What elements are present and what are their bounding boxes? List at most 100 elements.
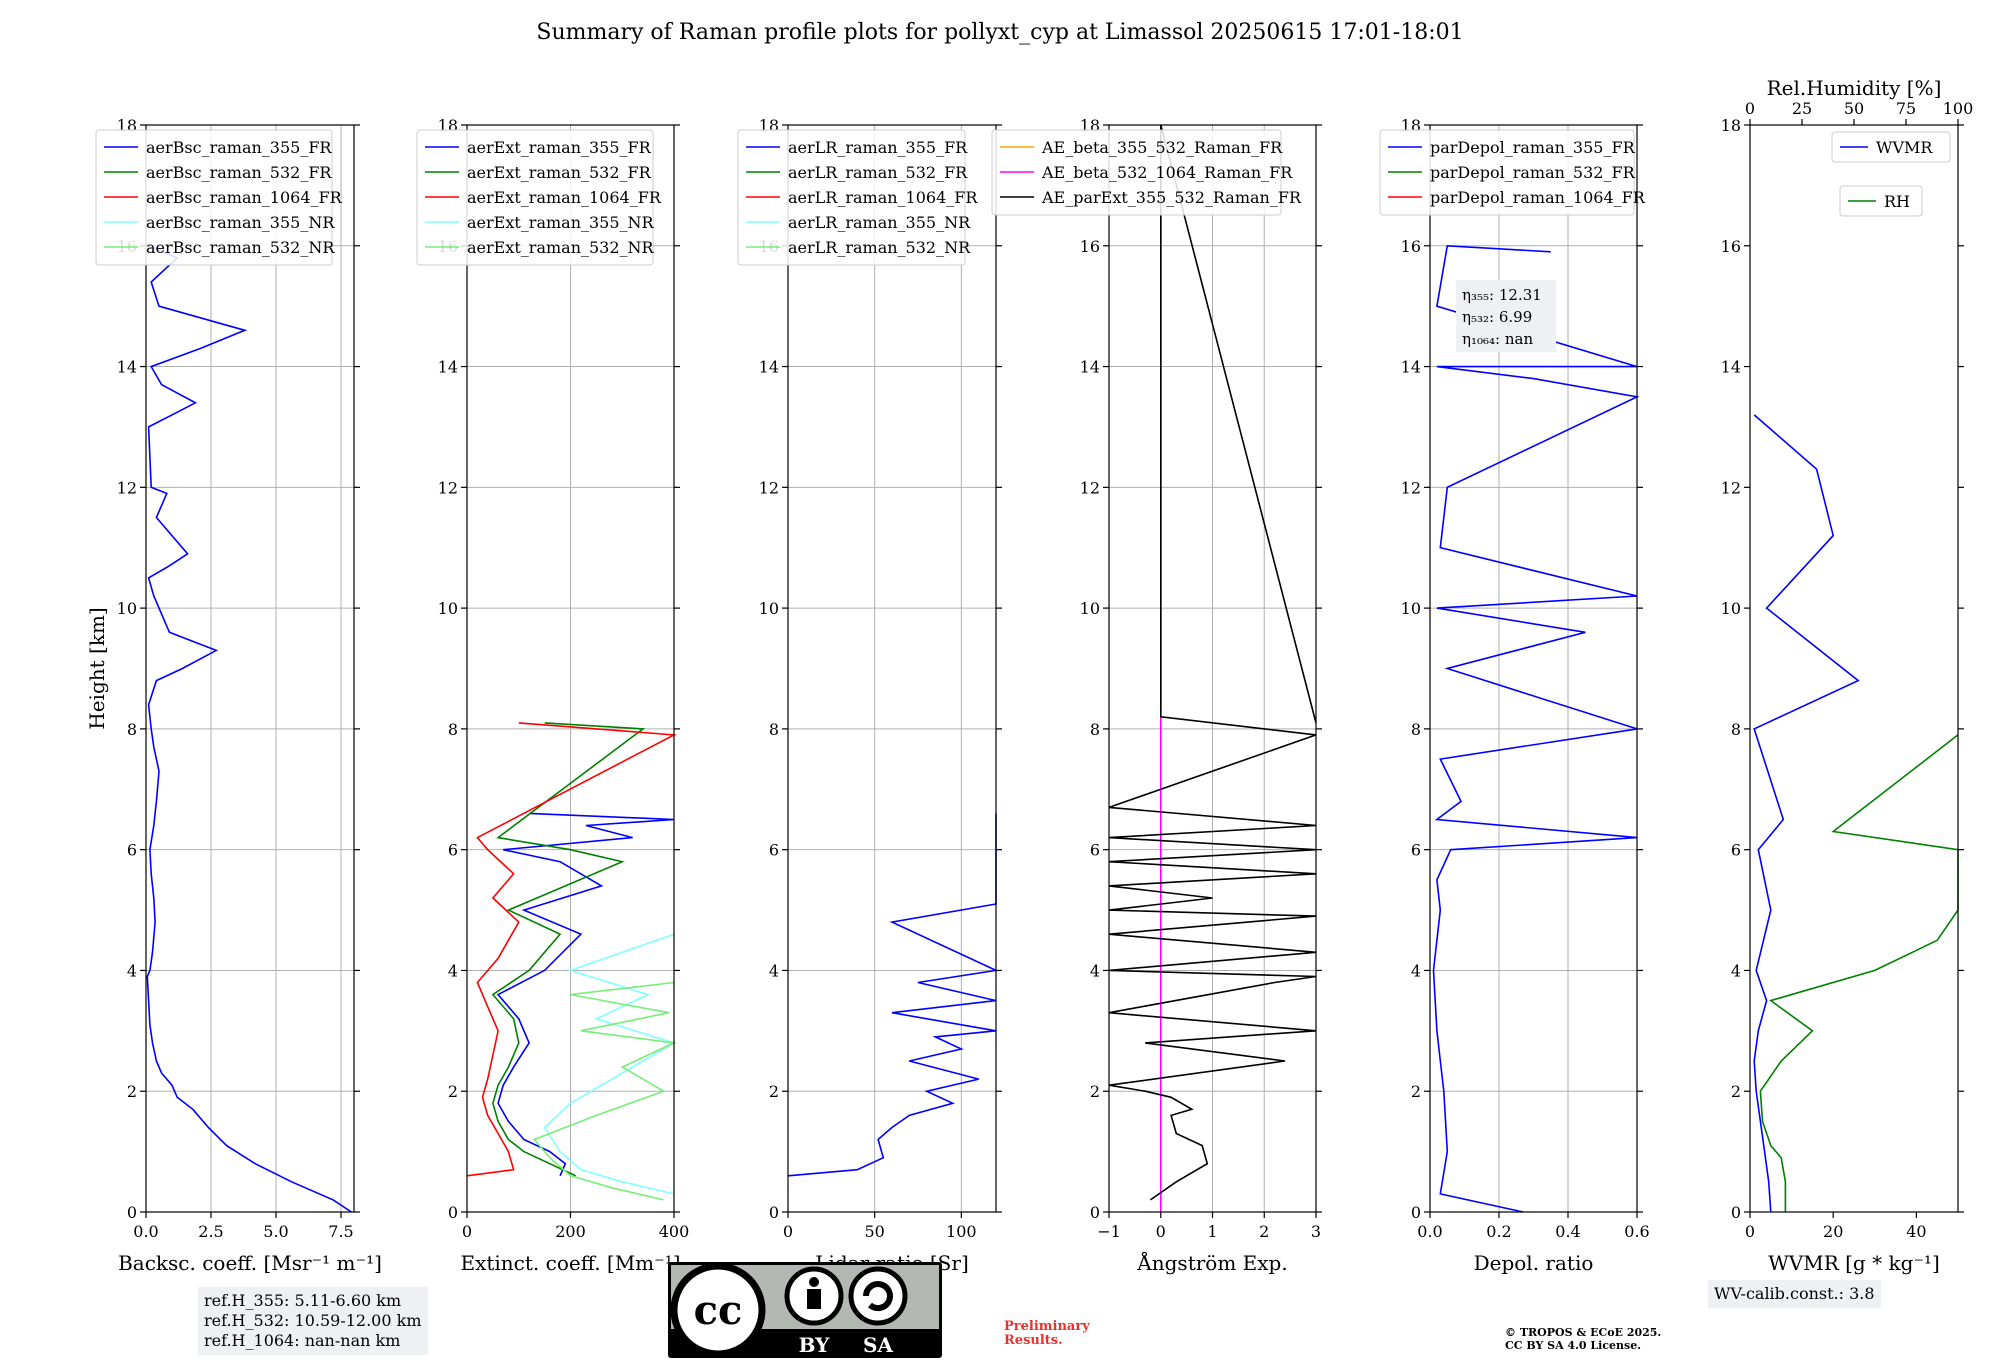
x2-axis-label: Rel.Humidity [%] [1767, 76, 1942, 100]
legend-label: parDepol_raman_1064_FR [1430, 188, 1646, 207]
x-tick-label: −1 [1097, 1222, 1121, 1241]
y-tick-label: 0 [127, 1203, 137, 1222]
legend-label: RH [1884, 192, 1910, 211]
legend-label: parDepol_raman_355_FR [1430, 138, 1636, 157]
y-tick-label: 14 [1080, 358, 1100, 377]
y-tick-label: 4 [1411, 961, 1421, 980]
y-tick-label: 2 [448, 1082, 458, 1101]
cc-sa-label: SA [863, 1333, 893, 1357]
x-tick-label: 3 [1311, 1222, 1321, 1241]
legend-box [737, 129, 966, 266]
y-tick-label: 8 [1411, 720, 1421, 739]
x-tick-label: 0 [1745, 1222, 1755, 1241]
y-tick-label: 6 [1731, 841, 1741, 860]
y-tick-label: 16 [1721, 237, 1741, 256]
legend-box [416, 129, 654, 266]
wv-calibration-box: WV-calib.const.: 3.8 [1708, 1280, 1881, 1308]
reference-heights-box: ref.H_355: 5.11-6.60 km ref.H_532: 10.59… [198, 1287, 428, 1355]
legend-label: WVMR [1876, 138, 1933, 157]
x2-tick-label: 50 [1844, 99, 1864, 118]
y-tick-label: 8 [127, 720, 137, 739]
legend-box [991, 129, 1282, 216]
series-line-aerExt_raman_355_NR [543, 933, 676, 1195]
legend-label: parDepol_raman_532_FR [1430, 163, 1636, 182]
y-tick-label: 8 [1090, 720, 1100, 739]
x-tick-label: 0.4 [1555, 1222, 1580, 1241]
copyright-line-1: © TROPOS & ECoE 2025. [1505, 1326, 1662, 1339]
x-axis-label: WVMR [g * kg⁻¹] [1768, 1251, 1940, 1275]
series-line-RH [1759, 734, 1959, 1212]
series-line-aerExt_raman_355_FR [496, 812, 675, 1177]
y-tick-label: 12 [1721, 478, 1741, 497]
y-tick-label: 10 [1080, 599, 1100, 618]
x-axis-label: Backsc. coeff. [Msr⁻¹ m⁻¹] [118, 1251, 382, 1275]
x-tick-label: 2 [1259, 1222, 1269, 1241]
legend-label: aerBsc_raman_355_NR [146, 213, 335, 232]
x-tick-label: 0.0 [1417, 1222, 1442, 1241]
y-tick-label: 4 [448, 961, 458, 980]
x-tick-label: 5.0 [263, 1222, 288, 1241]
y-tick-label: 12 [759, 478, 779, 497]
y-tick-label: 2 [1411, 1082, 1421, 1101]
x-tick-label: 1 [1207, 1222, 1217, 1241]
axes-frame [1749, 124, 1959, 1213]
panel-3: 024681012141618050100Lidar ratio [Sr]aer… [737, 116, 1002, 1275]
y-tick-label: 10 [438, 599, 458, 618]
y-tick-label: 18 [1721, 116, 1741, 135]
y-tick-label: 0 [769, 1203, 779, 1222]
svg-text:cc: cc [694, 1287, 743, 1334]
y-tick-label: 12 [438, 478, 458, 497]
legend-box [1831, 131, 1951, 163]
legend-label: aerExt_raman_355_NR [467, 213, 655, 232]
y-tick-label: 8 [769, 720, 779, 739]
ref-height-1064: ref.H_1064: nan-nan km [204, 1331, 401, 1350]
y-tick-label: 14 [759, 358, 779, 377]
y-tick-label: 8 [448, 720, 458, 739]
y-tick-label: 10 [1401, 599, 1421, 618]
legend-label: aerExt_raman_532_FR [467, 163, 652, 182]
legend-label: aerBsc_raman_532_NR [146, 238, 335, 257]
legend-label: aerLR_raman_532_FR [788, 163, 968, 182]
y-axis-label: Height [km] [85, 607, 109, 729]
y-tick-label: 2 [1731, 1082, 1741, 1101]
x-axis-label: Depol. ratio [1474, 1251, 1594, 1275]
y-tick-label: 12 [1080, 478, 1100, 497]
legend-label: aerLR_raman_355_NR [788, 213, 971, 232]
y-tick-label: 10 [759, 599, 779, 618]
y-tick-label: 10 [1721, 599, 1741, 618]
x-axis-label: Extinct. coeff. [Mm⁻¹] [460, 1251, 680, 1275]
legend-label: aerLR_raman_532_NR [788, 238, 971, 257]
series-line-aerExt_raman_532_NR [532, 981, 677, 1201]
legend-label: aerExt_raman_355_FR [467, 138, 652, 157]
axes-frame [1429, 124, 1638, 1213]
x-tick-label: 0.2 [1486, 1222, 1511, 1241]
y-tick-label: 14 [438, 358, 458, 377]
x-tick-label: 50 [864, 1222, 884, 1241]
x2-tick-label: 0 [1745, 99, 1755, 118]
y-tick-label: 14 [1721, 358, 1741, 377]
y-tick-label: 6 [127, 841, 137, 860]
y-tick-label: 2 [127, 1082, 137, 1101]
y-tick-label: 14 [117, 358, 137, 377]
preliminary-line-2: Results. [1004, 1333, 1063, 1348]
axes-frame [145, 124, 355, 1213]
wv-calibration-constant: WV-calib.const.: 3.8 [1714, 1284, 1875, 1303]
annotation-line: η₃₅₅: 12.31 [1462, 286, 1542, 304]
legend-label: aerExt_raman_1064_FR [467, 188, 662, 207]
y-tick-label: 6 [769, 841, 779, 860]
y-tick-label: 4 [1090, 961, 1100, 980]
ref-height-355: ref.H_355: 5.11-6.60 km [204, 1291, 402, 1310]
y-tick-label: 16 [1080, 237, 1100, 256]
legend-label: AE_beta_355_532_Raman_FR [1041, 138, 1283, 157]
y-tick-label: 2 [769, 1082, 779, 1101]
y-tick-label: 10 [117, 599, 137, 618]
series-line-WVMR [1753, 414, 1860, 1213]
y-tick-label: 0 [448, 1203, 458, 1222]
cc-by-sa-icon: cc BY SA [668, 1262, 942, 1358]
x-tick-label: 0 [1156, 1222, 1166, 1241]
x-tick-label: 20 [1823, 1222, 1843, 1241]
annotation-line: η₅₃₂: 6.99 [1462, 308, 1532, 326]
